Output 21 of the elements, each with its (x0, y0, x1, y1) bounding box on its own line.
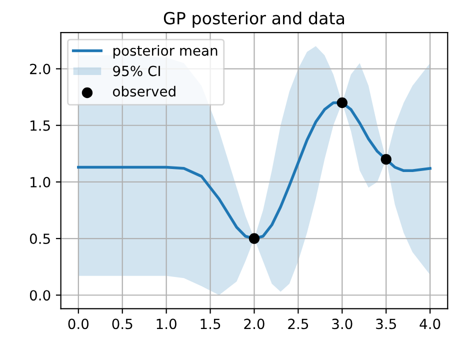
x-tick-label: 1.0 (156, 318, 176, 330)
x-tick-label: 3.5 (376, 318, 396, 330)
y-tick-label: 1.0 (30, 176, 50, 188)
chart-title: GP posterior and data (164, 12, 344, 28)
x-tick-label: 1.5 (200, 318, 220, 330)
y-tick-label: 0.0 (30, 290, 50, 301)
legend-label: posterior mean (113, 45, 218, 59)
x-tick-label: 2.5 (288, 318, 308, 330)
x-tick-label: 3.0 (332, 318, 352, 330)
x-tick-label: 2.0 (244, 318, 264, 330)
y-tick-label: 1.5 (30, 120, 50, 131)
x-tick-label: 4.0 (420, 318, 440, 330)
point (336, 97, 348, 108)
point (380, 154, 392, 165)
y-tick-label: 2.0 (30, 64, 50, 74)
annotation: 95% CI (113, 66, 160, 76)
y-tick-label: 0.5 (30, 234, 50, 244)
legend-label: observed (112, 86, 176, 97)
x-tick-label: 0.0 (68, 318, 89, 330)
point (248, 233, 260, 244)
x-tick-label: 0.5 (112, 318, 132, 330)
